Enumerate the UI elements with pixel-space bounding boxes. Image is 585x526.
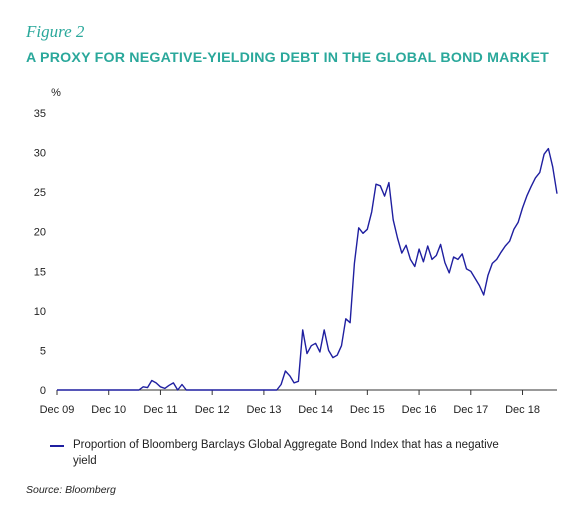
legend-swatch	[50, 445, 64, 447]
x-tick-label: Dec 14	[298, 404, 333, 416]
x-tick-label: Dec 18	[505, 404, 540, 416]
y-tick-label: 5	[40, 345, 46, 357]
y-tick-label: 30	[34, 148, 46, 160]
source-note: Source: Bloomberg	[26, 484, 116, 496]
series-layer	[57, 147, 558, 391]
y-tick-label: 20	[34, 227, 46, 239]
x-tick-label: Dec 17	[453, 404, 488, 416]
y-axis-unit-label: %	[51, 87, 61, 99]
chart-title: A PROXY FOR NEGATIVE-YIELDING DEBT IN TH…	[26, 50, 550, 66]
y-axis-ticks: 0 5 10 15 20 25 30 35	[34, 108, 46, 397]
x-axis-ticks: Dec 09 Dec 10 Dec 11 Dec 12 Dec 13 Dec 14 Dec …	[40, 390, 540, 416]
figure-label: Figure 2	[26, 22, 85, 41]
y-tick-label: 0	[40, 385, 46, 397]
x-tick-label: Dec 15	[350, 404, 385, 416]
legend-label: Proportion of Bloomberg Barclays Global …	[73, 439, 499, 467]
x-tick-label: Dec 11	[143, 404, 177, 416]
y-tick-label: 25	[34, 187, 46, 199]
x-tick-label: Dec 09	[40, 404, 75, 416]
legend: Proportion of Bloomberg Barclays Global …	[50, 437, 520, 469]
y-tick-label: 15	[34, 266, 46, 278]
y-tick-label: 35	[34, 108, 46, 120]
series-line	[57, 147, 558, 391]
x-tick-label: Dec 16	[402, 404, 437, 416]
y-tick-label: 10	[34, 306, 46, 318]
line-chart: % 0 5 10 15 20 25 30 35 Dec 09 Dec 10 Dec 11 Dec 1…	[34, 87, 558, 416]
x-tick-label: Dec 10	[91, 404, 126, 416]
x-tick-label: Dec 12	[195, 404, 230, 416]
x-tick-label: Dec 13	[246, 404, 281, 416]
